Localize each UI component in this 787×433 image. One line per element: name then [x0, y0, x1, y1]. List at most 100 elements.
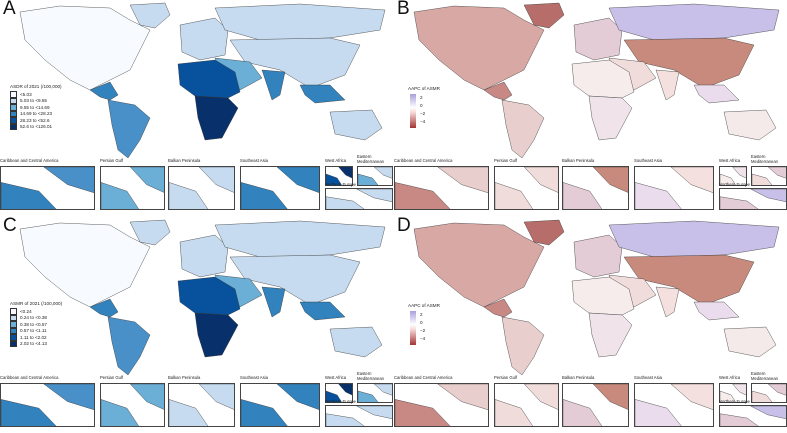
region-na [413, 5, 545, 91]
map-panel-b: B AAPC of ASMR 2 0 −2 −4 Caribbean and Central… [394, 0, 787, 216]
region-eu [573, 17, 623, 61]
inset-map [751, 166, 787, 186]
legend-swatch [10, 104, 17, 111]
inset-title: Persian Gulf [100, 158, 124, 163]
legend-tick: 0 [420, 320, 423, 325]
inset-title: Eastern Mediterranean [357, 371, 385, 381]
inset-title: Eastern Mediterranean [357, 154, 385, 164]
inset-map [494, 383, 559, 427]
legend-label: 28.23 to <52.6 [20, 117, 50, 123]
legend-item: 0.57 to <1.11 [10, 327, 62, 334]
inset-map [562, 166, 629, 210]
region-greenland [523, 2, 565, 29]
inset-title: West Africa [719, 158, 741, 163]
inset-map [240, 166, 320, 210]
inset-map [325, 166, 353, 186]
world-map [413, 219, 780, 376]
inset-map [0, 383, 95, 427]
world-map [413, 2, 780, 159]
inset-title: Balkan Peninsula [562, 158, 595, 163]
legend: AAPC of ASMR 2 0 −2 −4 [408, 303, 440, 345]
inset-map [100, 383, 165, 427]
legend-title: ASDR of 2021 (/100,000) [10, 84, 62, 89]
inset-map [719, 405, 787, 427]
region-africa [177, 276, 241, 316]
legend-tick: 2 [420, 312, 423, 317]
region-ca [483, 81, 513, 101]
region-sa [501, 99, 545, 159]
legend-label: <5.03 [20, 91, 32, 97]
region-na [19, 5, 151, 91]
legend-swatch [10, 340, 17, 347]
region-india [261, 286, 286, 318]
legend-item: 52.6 to <126.01 [10, 123, 62, 130]
region-eu [573, 234, 623, 278]
legend-label: 5.03 to <9.55 [20, 98, 47, 104]
inset-map [168, 383, 235, 427]
inset-title: Persian Gulf [494, 158, 518, 163]
legend: ASDR of 2021 (/100,000) <5.03 5.03 to <9.5… [10, 84, 62, 130]
region-eu [179, 234, 229, 278]
region-greenland [523, 219, 565, 246]
inset-title: Southeast Asia [634, 375, 662, 380]
region-aus [723, 109, 777, 141]
inset-title: Eastern Mediterranean [751, 371, 779, 381]
inset-map [719, 188, 787, 210]
legend-label: 0.38 to <0.57 [20, 321, 47, 327]
inset-title: West Africa [325, 375, 347, 380]
region-aus [329, 326, 383, 358]
legend-title: AAPC of ASMR [408, 303, 440, 308]
region-safrica [194, 312, 239, 358]
inset-map [325, 188, 393, 210]
legend-label: 0.24 to <0.38 [20, 315, 47, 321]
legend-label: 9.55 to <14.69 [20, 104, 50, 110]
inset-map [357, 166, 393, 186]
world-map [19, 219, 386, 376]
region-greenland [129, 2, 171, 29]
inset-map [751, 383, 787, 403]
legend-item: 5.03 to <9.55 [10, 97, 62, 104]
inset-title: Eastern Mediterranean [751, 154, 779, 164]
inset-map [325, 405, 393, 427]
legend-item: 9.55 to <14.69 [10, 104, 62, 111]
region-india [261, 69, 286, 101]
inset-map [240, 383, 320, 427]
inset-map [719, 166, 747, 186]
inset-map [394, 383, 489, 427]
color-bar [410, 94, 416, 128]
region-ca [89, 298, 119, 318]
legend-swatch [10, 321, 17, 328]
legend-swatch [10, 110, 17, 117]
inset-title: West Africa [325, 158, 347, 163]
region-india [655, 286, 680, 318]
legend-swatch [10, 327, 17, 334]
inset-title: Northern Europe [325, 399, 356, 404]
legend-tick: −4 [420, 119, 426, 124]
inset-title: Persian Gulf [100, 375, 124, 380]
region-sea [693, 84, 740, 104]
inset-map [168, 166, 235, 210]
inset-title: Caribbean and Central America [394, 375, 453, 380]
inset-title: Southeast Asia [240, 375, 268, 380]
legend-item: 14.69 to <28.23 [10, 110, 62, 117]
inset-map [719, 383, 747, 403]
legend-swatch [10, 308, 17, 315]
inset-title: Northern Europe [325, 182, 356, 187]
legend-item: 0.24 to <0.38 [10, 314, 62, 321]
inset-title: Caribbean and Central America [0, 375, 59, 380]
legend-title: ASMR of 2021 (/100,000) [10, 301, 63, 306]
inset-map [357, 383, 393, 403]
region-na [413, 222, 545, 308]
legend-label: 14.69 to <28.23 [20, 111, 53, 117]
inset-map [0, 166, 95, 210]
inset-title: Persian Gulf [494, 375, 518, 380]
inset-title: Balkan Peninsula [562, 375, 595, 380]
inset-title: Northern Europe [719, 399, 750, 404]
world-map [19, 2, 386, 159]
region-sa [501, 316, 545, 376]
legend-tick: −4 [420, 336, 426, 341]
region-africa [571, 59, 635, 99]
region-aus [723, 326, 777, 358]
inset-title: Balkan Peninsula [168, 375, 201, 380]
